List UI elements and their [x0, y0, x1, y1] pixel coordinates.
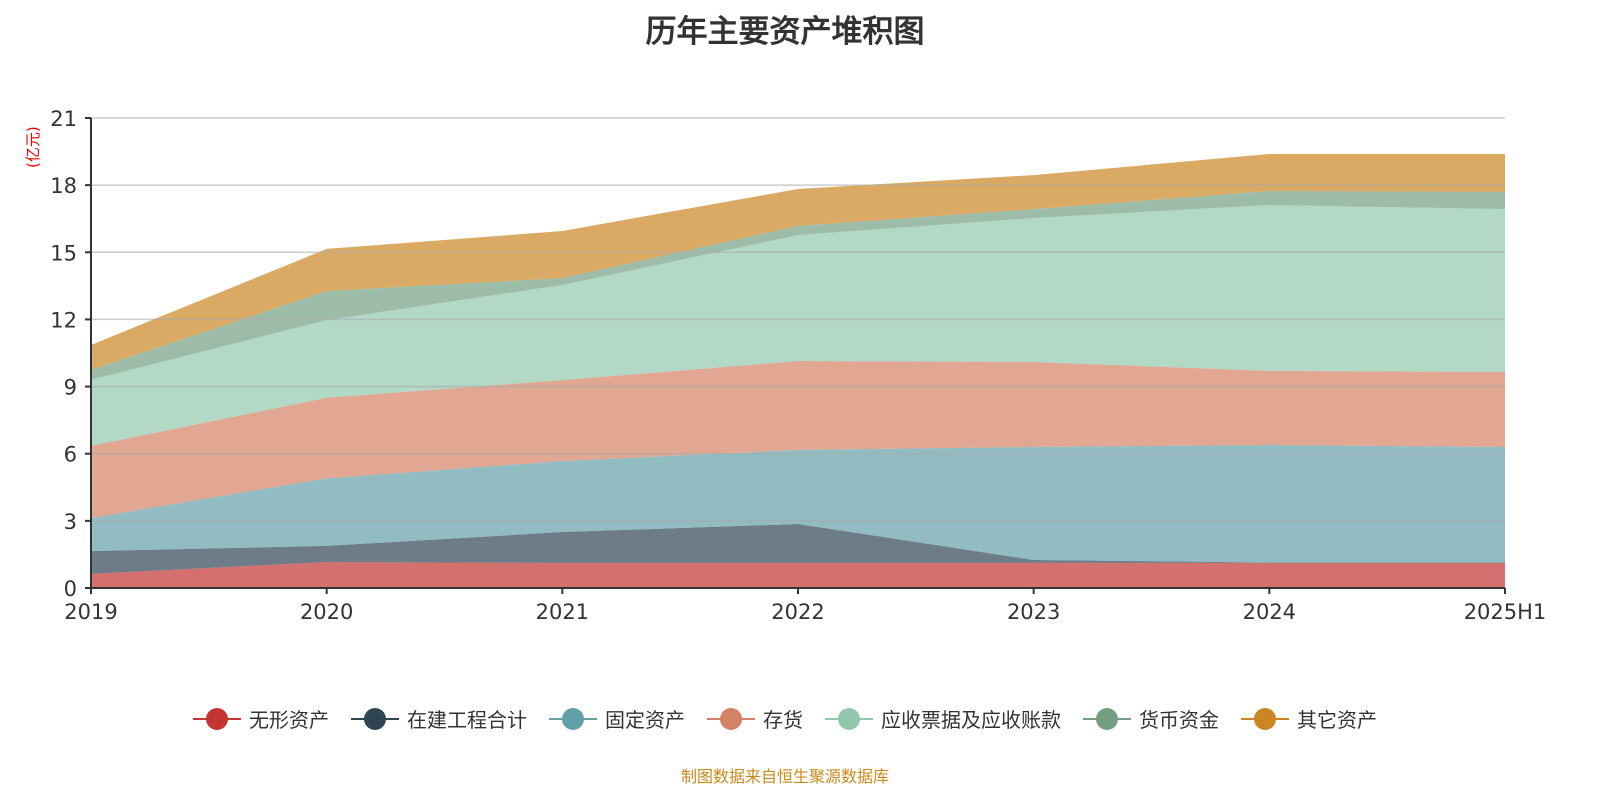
x-tick-label: 2020	[300, 600, 353, 624]
area-series-3	[91, 361, 1505, 518]
legend-label: 其它资产	[1297, 708, 1377, 732]
area-series-2	[91, 444, 1505, 563]
legend-item-6[interactable]: 其它资产	[1241, 704, 1377, 733]
x-tick-label: 2023	[1007, 600, 1060, 624]
stacked-area-chart: 0 3 6 9 12 15 18 21 2019 2020 2021 2022 2023 2024 2025…	[50, 107, 1547, 624]
legend-label: 存货	[763, 708, 803, 732]
legend-label: 无形资产	[249, 708, 329, 732]
y-tick-label: 15	[50, 241, 77, 265]
y-tick-label: 9	[64, 376, 77, 400]
area-series-5	[91, 190, 1505, 380]
y-tick-label: 12	[50, 308, 77, 332]
chart-title: 历年主要资产堆积图	[645, 14, 925, 50]
legend-marker-icon	[825, 705, 873, 733]
legend-item-3[interactable]: 存货	[707, 704, 803, 733]
legend-marker-icon	[707, 705, 755, 733]
legend-item-4[interactable]: 应收票据及应收账款	[825, 704, 1061, 733]
area-series-1	[91, 523, 1505, 574]
legend-label: 应收票据及应收账款	[881, 708, 1061, 732]
x-tick-label: 2022	[771, 600, 824, 624]
legend-marker-icon	[549, 705, 597, 733]
legend-marker-icon	[351, 705, 399, 733]
area-series-6	[91, 154, 1505, 370]
y-tick-label: 18	[50, 174, 77, 198]
y-tick-label: 21	[50, 107, 77, 131]
legend-item-2[interactable]: 固定资产	[549, 704, 685, 733]
x-tick-label: 2021	[536, 600, 589, 624]
y-tick-label: 3	[64, 510, 77, 534]
legend: 无形资产 在建工程合计 固定资产 存货 应收票据及应收账款 货币资金 其它资产	[0, 704, 1570, 733]
y-tick-label: 0	[64, 577, 77, 601]
area-series-0	[91, 562, 1505, 588]
legend-marker-icon	[193, 705, 241, 733]
legend-label: 在建工程合计	[407, 708, 527, 732]
legend-marker-icon	[1083, 705, 1131, 733]
legend-label: 固定资产	[605, 708, 685, 732]
legend-marker-icon	[1241, 705, 1289, 733]
legend-item-1[interactable]: 在建工程合计	[351, 704, 527, 733]
footer-source: 制图数据来自恒生聚源数据库	[680, 767, 889, 786]
legend-item-0[interactable]: 无形资产	[193, 704, 329, 733]
legend-label: 货币资金	[1139, 708, 1219, 732]
legend-item-5[interactable]: 货币资金	[1083, 704, 1219, 733]
x-tick-label: 2019	[64, 600, 117, 624]
y-tick-label: 6	[64, 443, 77, 467]
area-series-4	[91, 205, 1505, 446]
x-tick-label: 2024	[1243, 600, 1296, 624]
x-tick-label: 2025H1	[1464, 600, 1547, 624]
